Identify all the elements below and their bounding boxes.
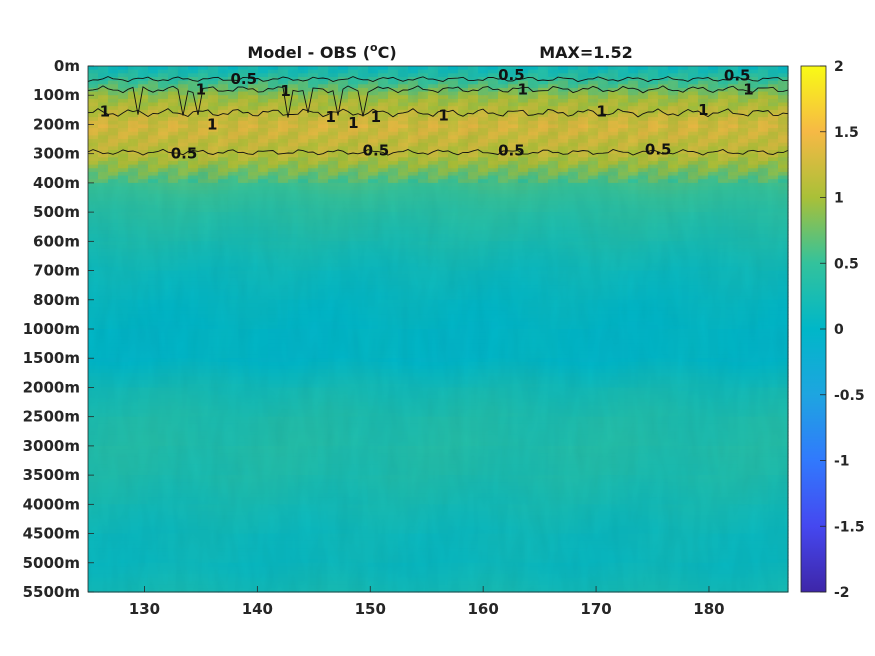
max-label: MAX=1.52 — [539, 43, 633, 62]
plot-area: 0.5 0.5 0.511 11 1 11 11 1 1 10.5 0.5 0.5 0.5 — [87, 65, 789, 593]
chart-title: Model - OBS (oC) — [247, 41, 396, 62]
